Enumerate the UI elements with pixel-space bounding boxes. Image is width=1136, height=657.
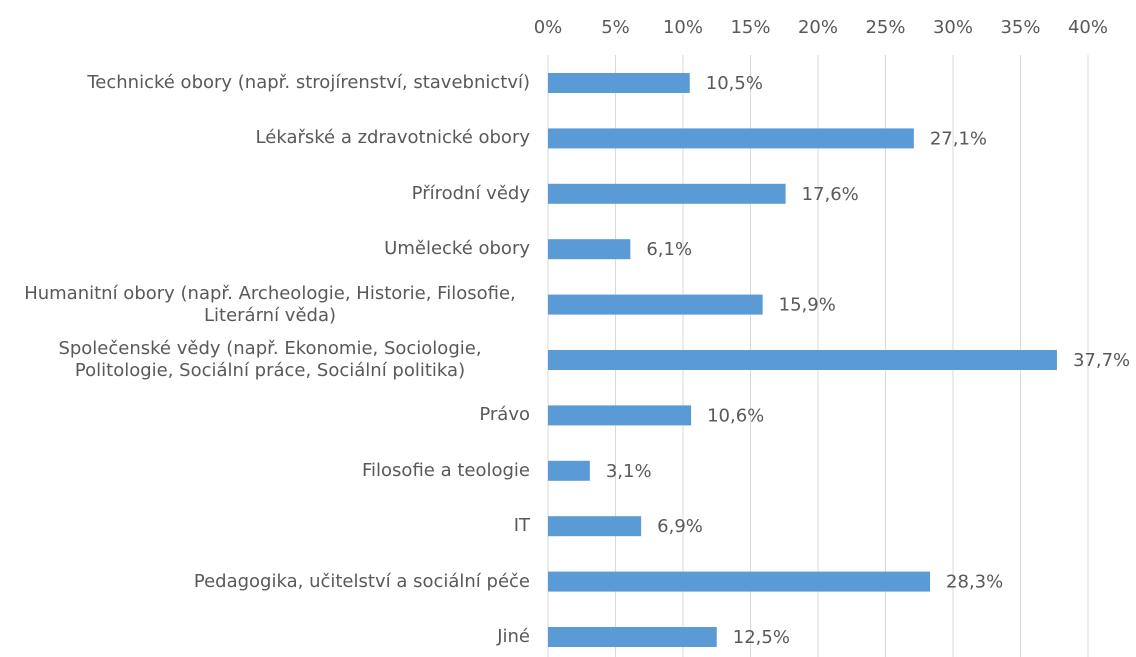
data-label: 17,6%: [802, 184, 859, 205]
data-label: 10,6%: [707, 405, 764, 426]
bar: [548, 239, 631, 260]
data-label: 37,7%: [1073, 350, 1130, 371]
bar: [548, 627, 717, 647]
data-label: 15,9%: [779, 295, 836, 316]
y-tick-label: Technické obory (např. strojírenství, st…: [87, 72, 530, 93]
y-tick-label: IT: [513, 515, 530, 537]
data-label: 12,5%: [733, 627, 790, 648]
bar: [548, 128, 914, 149]
y-tick-label: Filosofie a teologie: [362, 459, 530, 481]
data-label: 10,5%: [706, 73, 763, 94]
x-tick-label: 5%: [601, 17, 630, 38]
data-label: 27,1%: [930, 128, 987, 149]
bar: [548, 183, 786, 204]
x-tick-label: 35%: [1000, 17, 1040, 38]
x-tick-label: 10%: [663, 17, 703, 38]
y-tick-label: Přírodní vědy: [411, 182, 530, 204]
x-tick-label: 0%: [534, 17, 563, 38]
bar: [548, 460, 590, 481]
bar: [548, 571, 931, 592]
y-tick-label: Humanitní obory (např. Archeologie, Hist…: [24, 282, 516, 326]
bar: [548, 294, 763, 315]
x-tick-label: 40%: [1068, 17, 1108, 38]
bar: [548, 516, 642, 537]
data-label: 6,9%: [657, 516, 703, 537]
data-label: 6,1%: [646, 239, 692, 260]
bar: [548, 73, 690, 93]
y-tick-label: Společenské vědy (např. Ekonomie, Sociol…: [58, 338, 482, 381]
bar: [548, 405, 692, 426]
x-tick-label: 25%: [865, 17, 905, 38]
x-tick-label: 30%: [933, 17, 973, 38]
data-label: 28,3%: [946, 572, 1003, 593]
y-tick-label: Pedagogika, učitelství a sociální péče: [193, 570, 530, 592]
bar: [548, 350, 1057, 370]
data-label: 3,1%: [606, 461, 652, 482]
y-tick-label: Jiné: [497, 626, 530, 647]
x-tick-label: 20%: [798, 17, 838, 38]
y-tick-label: Lékařské a zdravotnické obory: [255, 127, 530, 149]
x-tick-label: 15%: [730, 17, 770, 38]
y-tick-label: Právo: [479, 404, 530, 426]
y-tick-label: Umělecké obory: [384, 238, 530, 260]
